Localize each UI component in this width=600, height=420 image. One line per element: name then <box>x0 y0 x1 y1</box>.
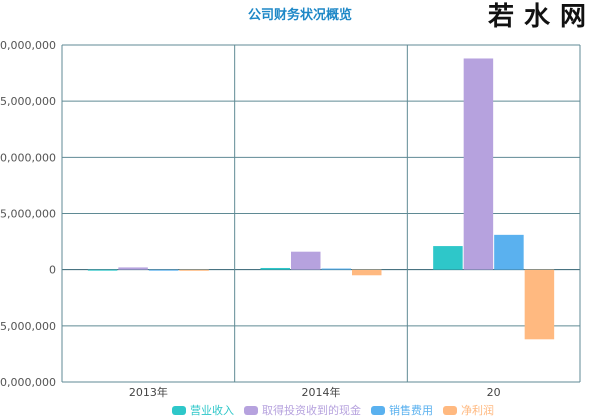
x-tick-label: 20 <box>487 386 501 399</box>
legend-label: 取得投资收到的现金 <box>262 404 361 417</box>
legend-label: 营业收入 <box>190 404 234 417</box>
y-tick-label: 0,000,000 <box>0 151 56 164</box>
legend-swatch <box>371 406 385 415</box>
bar-1-0 <box>118 267 148 270</box>
bar-0-0 <box>87 269 118 271</box>
x-tick-label: 2014年 <box>302 385 341 399</box>
bar-0-1 <box>260 267 290 270</box>
bar-3-1 <box>352 269 382 276</box>
legend: 营业收入 取得投资收到的现金 销售费用 净利润 <box>172 404 494 417</box>
legend-item[interactable]: 销售费用 <box>371 404 433 417</box>
y-tick-label: 0,000,000 <box>0 376 56 389</box>
y-tick-label: 5,000,000 <box>0 208 56 221</box>
legend-label: 净利润 <box>461 404 494 417</box>
bar-1-2 <box>463 58 494 270</box>
y-tick-label: 0,000,000 <box>0 39 56 52</box>
legend-swatch <box>443 406 457 415</box>
bar-1-1 <box>291 251 321 270</box>
legend-item[interactable]: 取得投资收到的现金 <box>244 404 361 417</box>
bar-3-0 <box>179 269 209 271</box>
legend-item[interactable]: 营业收入 <box>172 404 234 417</box>
bar-2-1 <box>321 268 351 270</box>
legend-swatch <box>172 406 186 415</box>
watermark-logo: 若水网 <box>487 2 596 32</box>
legend-item[interactable]: 净利润 <box>443 404 494 417</box>
y-tick-label: 0 <box>49 264 56 277</box>
legend-swatch <box>244 406 258 415</box>
bar-2-2 <box>494 234 524 270</box>
y-tick-label: 5,000,000 <box>0 320 56 333</box>
x-tick-label: 2013年 <box>129 385 168 399</box>
legend-label: 销售费用 <box>389 404 433 417</box>
y-tick-label: 5,000,000 <box>0 95 56 108</box>
bar-0-2 <box>433 246 463 270</box>
chart-title: 公司财务状况概览 <box>247 8 352 23</box>
bar-2-0 <box>148 269 179 271</box>
bar-3-2 <box>524 269 555 340</box>
